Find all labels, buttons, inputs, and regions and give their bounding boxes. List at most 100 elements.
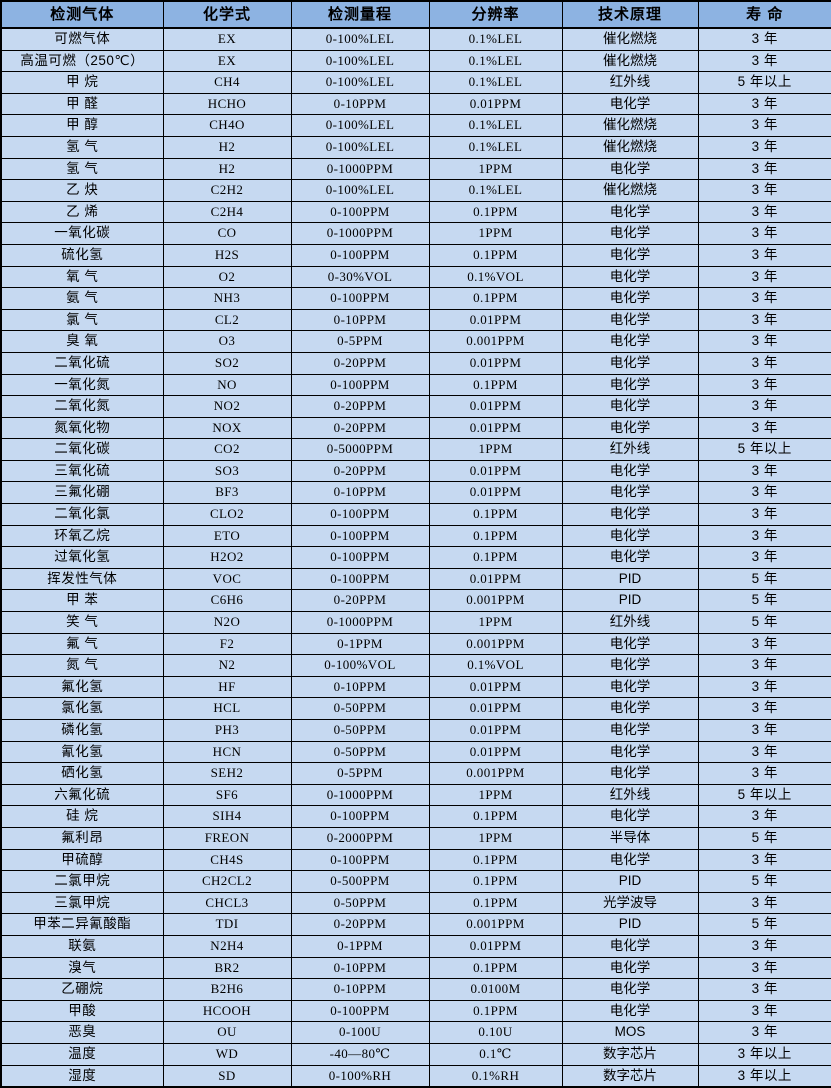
cell-range: 0-100U <box>290 1021 430 1044</box>
table-row: 磷化氢 PH3 0-50PPM 0.01PPM 电化学 3 年 <box>0 719 831 742</box>
cell-range: 0-10PPM <box>290 308 430 332</box>
cell-formula: SO2 <box>162 351 292 375</box>
cell-resolution: 0.0100M <box>428 978 563 1001</box>
cell-formula: WD <box>162 1042 292 1066</box>
cell-formula: SO3 <box>162 459 292 483</box>
cell-principle: 催化燃烧 <box>561 179 699 202</box>
table-row: 氰化氢 HCN 0-50PPM 0.01PPM 电化学 3 年 <box>0 740 831 764</box>
table-row: 硫化氢 H2S 0-100PPM 0.1PPM 电化学 3 年 <box>0 243 831 267</box>
table-row: 笑 气 N2O 0-1000PPM 1PPM 红外线 5 年 <box>0 611 831 634</box>
cell-name: 三氟化硼 <box>0 481 164 505</box>
cell-name: 二氧化硫 <box>0 351 164 375</box>
cell-resolution: 0.10U <box>428 1021 563 1044</box>
cell-life: 3 年 <box>697 956 831 980</box>
cell-name: 可燃气体 <box>0 27 164 51</box>
cell-principle: 电化学 <box>561 351 699 375</box>
cell-life: 3 年 <box>697 395 831 418</box>
cell-principle: 红外线 <box>561 438 699 461</box>
cell-name: 溴气 <box>0 956 164 980</box>
cell-resolution: 0.1PPM <box>428 243 563 267</box>
cell-formula: BR2 <box>162 956 292 980</box>
cell-resolution: 0.1PPM <box>428 287 563 310</box>
cell-range: 0-100%RH <box>290 1064 430 1088</box>
column-header-chemical-formula: 化学式 <box>162 0 292 29</box>
cell-range: 0-100%LEL <box>290 49 430 73</box>
cell-life: 3 年 <box>697 524 831 548</box>
cell-principle: 电化学 <box>561 265 699 289</box>
cell-life: 3 年以上 <box>697 1042 831 1066</box>
cell-range: 0-5PPM <box>290 762 430 785</box>
cell-life: 3 年 <box>697 330 831 353</box>
cell-principle: 电化学 <box>561 243 699 267</box>
cell-life: 5 年以上 <box>697 438 831 461</box>
cell-range: 0-100%LEL <box>290 135 430 159</box>
cell-principle: 电化学 <box>561 740 699 764</box>
cell-range: 0-50PPM <box>290 697 430 720</box>
table-row: 温度 WD -40—80℃ 0.1℃ 数字芯片 3 年以上 <box>0 1042 831 1066</box>
cell-resolution: 0.001PPM <box>428 632 563 656</box>
cell-principle: 红外线 <box>561 783 699 807</box>
cell-name: 温度 <box>0 1042 164 1066</box>
cell-range: 0-10PPM <box>290 92 430 116</box>
cell-principle: 电化学 <box>561 330 699 353</box>
cell-resolution: 0.1PPM <box>428 848 563 872</box>
table-row: 氟 气 F2 0-1PPM 0.001PPM 电化学 3 年 <box>0 632 831 656</box>
cell-range: 0-100%LEL <box>290 114 430 137</box>
cell-formula: EX <box>162 49 292 73</box>
cell-formula: ETO <box>162 524 292 548</box>
cell-range: 0-20PPM <box>290 913 430 936</box>
cell-range: 0-5000PPM <box>290 438 430 461</box>
table-row: 甲 烷 CH4 0-100%LEL 0.1%LEL 红外线 5 年以上 <box>0 71 831 94</box>
cell-principle: 电化学 <box>561 805 699 828</box>
table-row: 氯化氢 HCL 0-50PPM 0.01PPM 电化学 3 年 <box>0 697 831 720</box>
cell-range: -40—80℃ <box>290 1042 430 1066</box>
cell-principle: PID <box>561 870 699 893</box>
cell-formula: CH4S <box>162 848 292 872</box>
cell-principle: 电化学 <box>561 934 699 958</box>
cell-resolution: 0.1%LEL <box>428 49 563 73</box>
cell-resolution: 1PPM <box>428 611 563 634</box>
cell-resolution: 0.1%LEL <box>428 27 563 51</box>
cell-life: 3 年 <box>697 351 831 375</box>
cell-life: 3 年 <box>697 416 831 440</box>
cell-range: 0-100PPM <box>290 243 430 267</box>
cell-formula: CH4O <box>162 114 292 137</box>
cell-resolution: 1PPM <box>428 157 563 181</box>
cell-formula: PH3 <box>162 719 292 742</box>
cell-resolution: 0.1%RH <box>428 1064 563 1088</box>
cell-resolution: 0.1PPM <box>428 503 563 526</box>
table-row: 一氧化碳 CO 0-1000PPM 1PPM 电化学 3 年 <box>0 222 831 245</box>
cell-life: 3 年 <box>697 27 831 51</box>
cell-name: 挥发性气体 <box>0 567 164 591</box>
cell-formula: C6H6 <box>162 589 292 613</box>
cell-formula: SD <box>162 1064 292 1088</box>
cell-principle: 电化学 <box>561 719 699 742</box>
cell-formula: H2 <box>162 157 292 181</box>
cell-formula: F2 <box>162 632 292 656</box>
cell-resolution: 1PPM <box>428 438 563 461</box>
cell-name: 湿度 <box>0 1064 164 1088</box>
cell-principle: 电化学 <box>561 222 699 245</box>
cell-principle: PID <box>561 913 699 936</box>
cell-principle: 电化学 <box>561 978 699 1001</box>
cell-life: 3 年 <box>697 200 831 224</box>
cell-name: 氰化氢 <box>0 740 164 764</box>
cell-resolution: 0.01PPM <box>428 719 563 742</box>
cell-principle: 催化燃烧 <box>561 49 699 73</box>
cell-range: 0-30%VOL <box>290 265 430 289</box>
cell-resolution: 0.1%LEL <box>428 71 563 94</box>
cell-range: 0-1000PPM <box>290 783 430 807</box>
table-row: 氧 气 O2 0-30%VOL 0.1%VOL 电化学 3 年 <box>0 265 831 289</box>
cell-name: 高温可燃（250℃） <box>0 49 164 73</box>
cell-formula: CH4 <box>162 71 292 94</box>
cell-resolution: 1PPM <box>428 222 563 245</box>
table-row: 二氧化氮 NO2 0-20PPM 0.01PPM 电化学 3 年 <box>0 395 831 418</box>
cell-principle: 催化燃烧 <box>561 114 699 137</box>
cell-principle: 电化学 <box>561 373 699 397</box>
cell-life: 3 年 <box>697 762 831 785</box>
cell-range: 0-2000PPM <box>290 826 430 850</box>
table-row: 三氟化硼 BF3 0-10PPM 0.01PPM 电化学 3 年 <box>0 481 831 505</box>
cell-name: 磷化氢 <box>0 719 164 742</box>
cell-name: 二氯甲烷 <box>0 870 164 893</box>
cell-life: 3 年 <box>697 740 831 764</box>
